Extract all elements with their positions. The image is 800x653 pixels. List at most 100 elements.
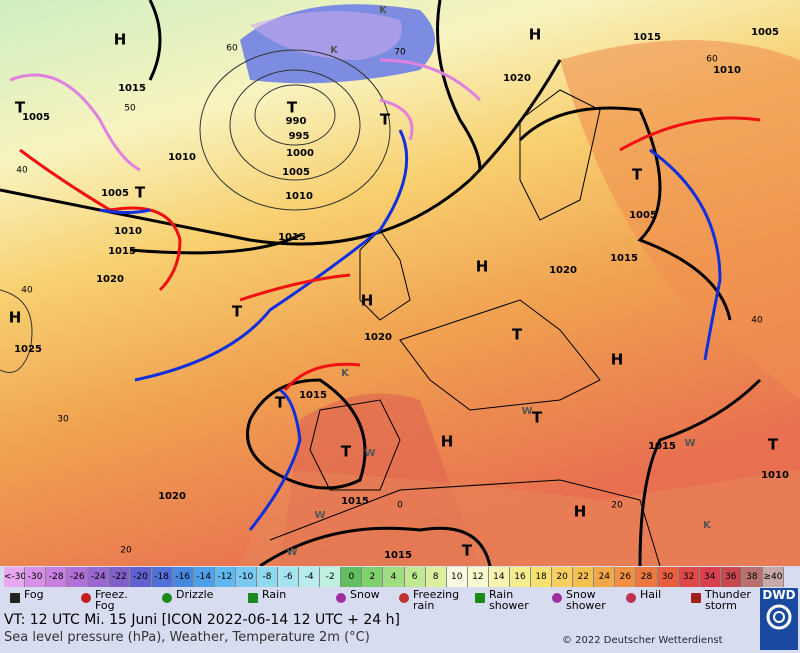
legend-icon: [399, 593, 409, 603]
legend-label: Hail: [640, 588, 662, 601]
scale-cell: 36: [720, 567, 742, 587]
scale-cell: ≥40 °C: [762, 567, 784, 602]
scale-cell: 30: [657, 567, 679, 587]
legend-icon: [552, 593, 562, 603]
map-label: T: [512, 326, 523, 344]
scale-cell: <-30: [4, 567, 26, 587]
map-label: 1010: [168, 152, 196, 163]
weather-map: H H T T T T H H T H T H T T H H T T T T K K K K W W W W W 990 995 1000 1…: [0, 0, 800, 566]
scale-cell: 12: [467, 567, 489, 587]
logo-icon: [766, 604, 792, 630]
scale-cell: 14: [488, 567, 510, 587]
map-label: W: [314, 510, 325, 521]
scale-cell: -28: [46, 567, 68, 587]
map-label: 1020: [96, 274, 124, 285]
scale-cell: -12: [214, 567, 236, 587]
legend-icon: [81, 593, 91, 603]
legend-icon: [248, 593, 258, 603]
map-label: H: [361, 292, 374, 310]
map-label: 1005: [22, 112, 50, 123]
map-label: T: [768, 436, 779, 454]
map-label: 1020: [503, 73, 531, 84]
legend-icon: [336, 593, 346, 603]
map-label: 1020: [364, 332, 392, 343]
legend-label: Snow: [350, 588, 380, 601]
map-label: H: [574, 503, 587, 521]
logo: DWD: [760, 588, 798, 650]
map-label: 70: [394, 48, 406, 58]
map-label: 40: [21, 286, 33, 296]
cold-core: [250, 11, 402, 61]
fronts: [9, 58, 761, 531]
scale-cell: 10: [446, 567, 468, 587]
map-label: 0: [397, 501, 403, 511]
map-label: 60: [706, 55, 718, 65]
map-label: W: [286, 547, 297, 558]
legend-label: Drizzle: [176, 588, 214, 601]
map-label: T: [15, 99, 26, 117]
legend-icon: [475, 593, 485, 603]
scale-cell: -24: [88, 567, 110, 587]
map-label: 1015: [278, 232, 306, 243]
map-label: W: [684, 438, 695, 449]
map-label: 1005: [101, 188, 129, 199]
map-label: H: [9, 309, 22, 327]
scale-cell: 0: [341, 567, 363, 587]
map-label: 30: [57, 415, 69, 425]
scale-cell: -16: [172, 567, 194, 587]
map-label: H: [476, 258, 489, 276]
map-label: 40: [16, 166, 28, 176]
map-label: K: [703, 520, 712, 531]
map-label: 1015: [118, 83, 146, 94]
scale-cell: 20: [552, 567, 574, 587]
scale-cell: -26: [67, 567, 89, 587]
map-label: 1000: [286, 148, 314, 159]
isobars: [0, 0, 762, 566]
map-label: H: [114, 31, 127, 49]
map-label: 1010: [285, 191, 313, 202]
map-label: 1010: [114, 226, 142, 237]
warm-area: [240, 470, 800, 566]
map-label: 1005: [751, 27, 779, 38]
scale-cell: 34: [699, 567, 721, 587]
legend-icon: [626, 593, 636, 603]
map-label: T: [532, 409, 543, 427]
map-label: 1020: [549, 265, 577, 276]
map-label: W: [364, 448, 375, 459]
copyright: © 2022 Deutscher Wetterdienst: [562, 635, 723, 646]
map-label: T: [380, 111, 391, 129]
map-label: 60: [226, 44, 238, 54]
map-label: 20: [120, 546, 132, 556]
valid-time: VT: 12 UTC Mi. 15 Juni [ICON 2022-06-14 …: [4, 612, 400, 628]
map-label: 1015: [610, 253, 638, 264]
scale-cell: 6: [404, 567, 426, 587]
scale-cell: -10: [235, 567, 257, 587]
scale-cell: 16: [509, 567, 532, 587]
scale-cell: -14: [193, 567, 215, 587]
map-label: T: [632, 166, 643, 184]
map-label: W: [521, 406, 532, 417]
map-label: T: [135, 184, 146, 202]
scale-cell: -18: [151, 567, 173, 587]
map-label: 1015: [341, 496, 369, 507]
legend-label: Fog: [24, 588, 44, 601]
scale-cell: -20: [130, 567, 152, 587]
map-label: 40: [751, 316, 763, 326]
map-label: 1025: [14, 344, 42, 355]
map-label: 1020: [158, 491, 186, 502]
legend-label: Freezing rain: [413, 588, 460, 612]
map-label: 1015: [648, 441, 676, 452]
scale-cell: -6: [278, 567, 300, 587]
scale-cell: 8: [425, 567, 447, 587]
legend-icon: [691, 593, 701, 603]
map-label: 50: [124, 104, 136, 114]
map-label: 1015: [384, 550, 412, 561]
map-label: T: [462, 542, 473, 560]
scale-cell: -30: [25, 567, 47, 587]
map-label: 1010: [713, 65, 741, 76]
map-label: 995: [289, 131, 310, 142]
scale-cell: -4: [299, 567, 321, 587]
scale-cell: -8: [256, 567, 279, 587]
scale-cell: 4: [383, 567, 405, 587]
